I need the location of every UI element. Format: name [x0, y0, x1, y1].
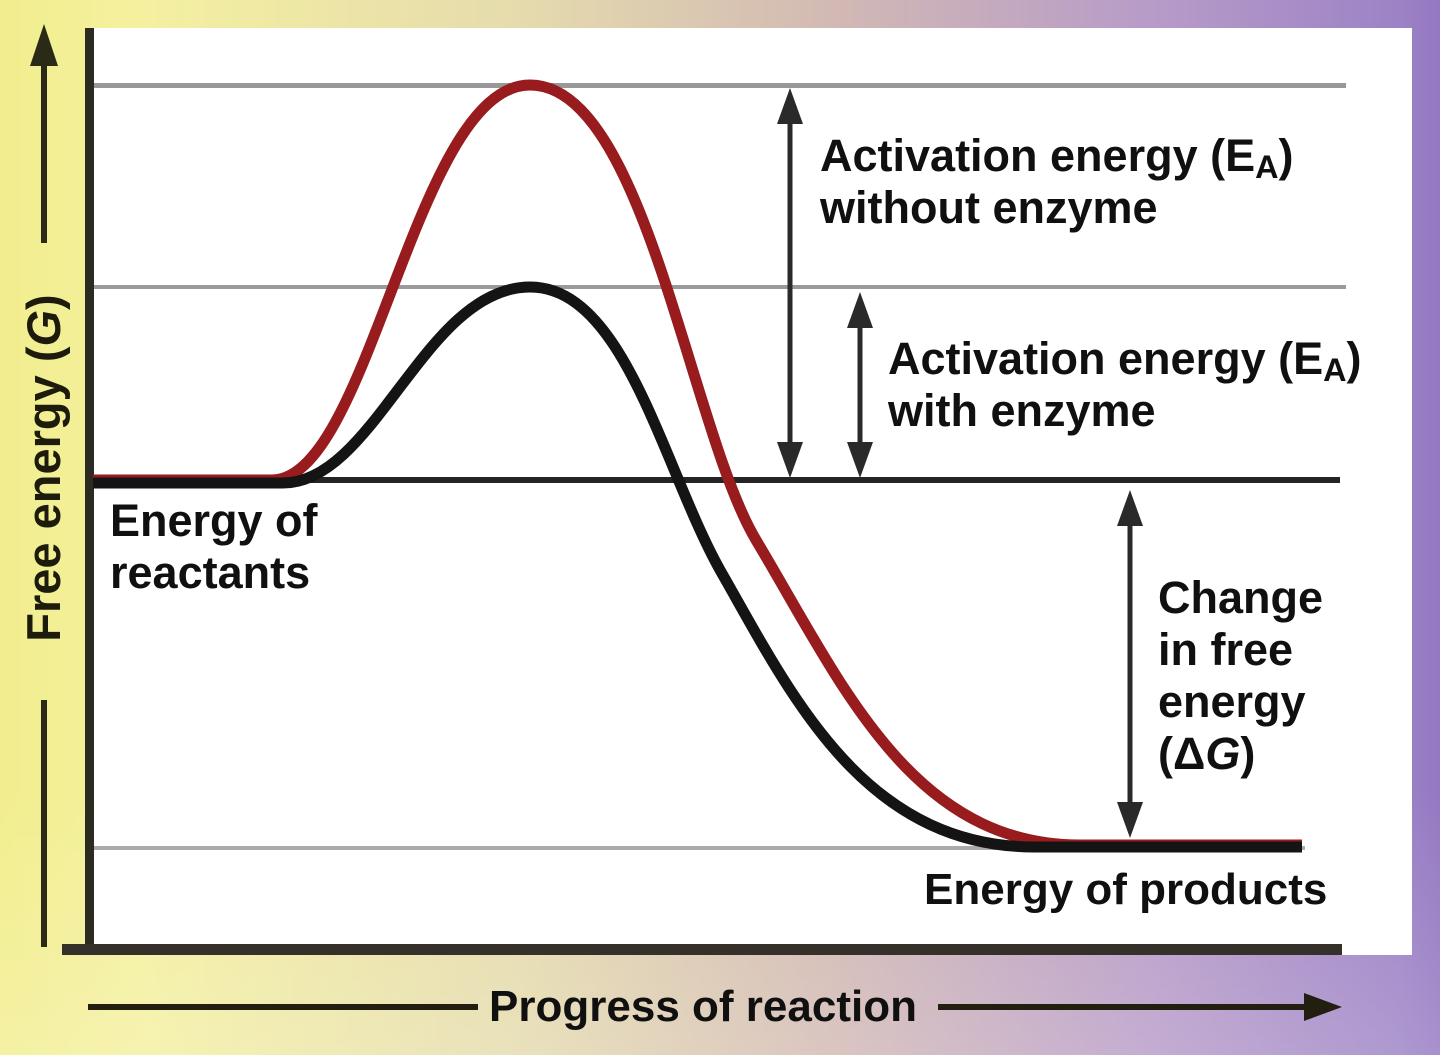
label-text-italic-g: G	[1205, 728, 1241, 779]
arrow-activation-without-enzyme	[777, 88, 803, 478]
label-text: )	[17, 294, 70, 310]
gridline-peak-without-enzyme	[93, 83, 1346, 88]
label-text: Activation energy (E	[820, 130, 1256, 181]
x-axis-title: Progress of reaction	[489, 982, 917, 1031]
label-line: energy	[1158, 676, 1306, 727]
label-text: )	[1278, 130, 1294, 181]
curve-without-enzyme	[93, 79, 1302, 851]
product-level-line	[93, 846, 1305, 850]
label-text: (Δ	[1158, 728, 1206, 779]
y-axis-arrow	[30, 24, 58, 947]
label-line: Energy of	[110, 495, 318, 546]
label-line: without enzyme	[820, 182, 1158, 233]
label-text: Activation energy (E	[888, 333, 1324, 384]
label-activation-with-enzyme: Activation energy (EA) with enzyme	[888, 333, 1362, 437]
label-change-in-free-energy: Change in free energy (ΔG)	[1158, 572, 1323, 780]
y-axis-title: Free energy (G)	[17, 294, 70, 642]
plot-bottom-border	[62, 944, 1342, 955]
label-line: (ΔG)	[1158, 728, 1323, 780]
label-text: )	[1240, 728, 1256, 779]
label-text-italic-g: G	[17, 309, 70, 347]
arrow-activation-with-enzyme	[847, 292, 873, 478]
label-line: Activation energy (EA)	[820, 130, 1294, 186]
label-text: )	[1346, 333, 1362, 384]
label-text: Free energy (	[17, 346, 70, 642]
arrow-delta-g	[1117, 490, 1143, 838]
label-line: Activation energy (EA)	[888, 333, 1362, 389]
x-axis-arrow	[88, 993, 1342, 1021]
plot-area	[88, 28, 1412, 955]
label-line: reactants	[110, 547, 311, 598]
gridline-peak-with-enzyme	[93, 285, 1346, 289]
subscript-a: A	[1255, 149, 1279, 186]
label-activation-without-enzyme: Activation energy (EA) without enzyme	[820, 130, 1294, 234]
plot-left-border	[85, 28, 94, 955]
reactant-level-line	[93, 477, 1340, 483]
label-energy-of-products: Energy of products	[924, 865, 1328, 914]
subscript-a: A	[1323, 352, 1347, 389]
curve-with-enzyme	[93, 281, 1302, 853]
label-line: with enzyme	[888, 385, 1156, 436]
label-line: in free	[1158, 624, 1294, 675]
label-line: Change	[1158, 572, 1324, 623]
label-energy-of-reactants: Energy of reactants	[110, 495, 318, 599]
